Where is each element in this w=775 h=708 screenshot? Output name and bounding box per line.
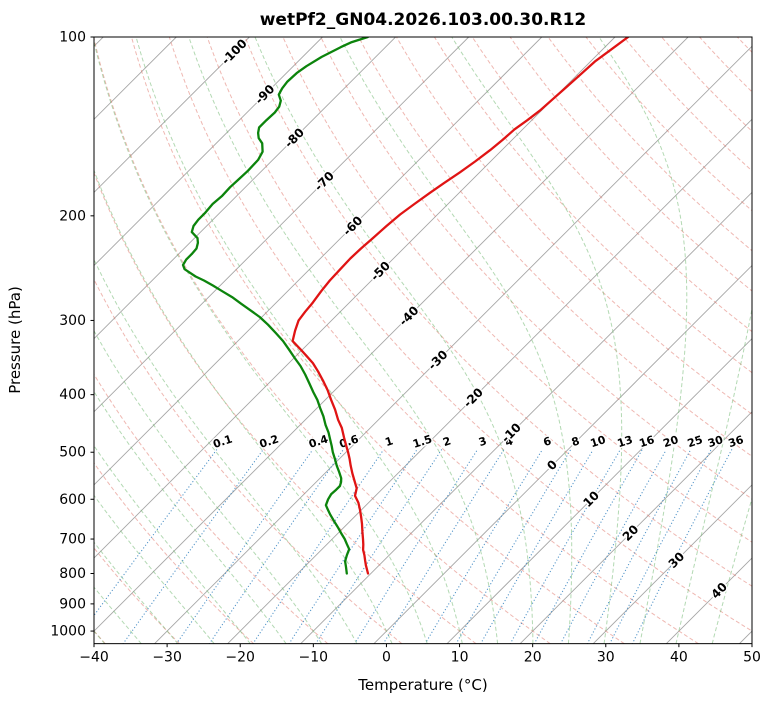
dry-adiabat-line	[94, 373, 329, 644]
isotherm-line	[154, 45, 752, 644]
isotherm-line	[592, 484, 752, 644]
y-tick-label: 100	[59, 29, 86, 45]
isotherm-line	[227, 118, 752, 644]
dry-adiabat-line	[282, 37, 752, 543]
moist-adiabat-line	[598, 37, 688, 644]
mixing-ratio-line	[94, 449, 218, 617]
x-tick-label: −40	[79, 650, 109, 666]
mixing-ratio-label: 13	[616, 433, 635, 450]
y-tick-label: 900	[59, 596, 86, 612]
mixing-ratio-line	[560, 449, 667, 644]
x-tick-label: −20	[225, 650, 255, 666]
dry-adiabat-line	[131, 37, 625, 644]
moist-adiabat-line	[675, 306, 752, 644]
dry-adiabat-line	[94, 171, 477, 644]
axes: −40 −30 −20 −10 0 10 20 30 40 50 100 200 300 400 500 60…	[50, 29, 761, 665]
isotherm-line	[94, 37, 470, 413]
isotherm-line	[94, 37, 323, 267]
x-tick-label: 40	[670, 650, 688, 666]
isotherm-line	[94, 37, 396, 340]
mixing-ratio-line	[175, 449, 314, 644]
mixing-ratio-line	[480, 449, 594, 644]
mixing-ratio-line	[509, 449, 621, 644]
mixing-ratio-line	[315, 449, 443, 644]
chart-title: wetPf2_GN04.2026.103.00.30.R12	[260, 10, 587, 30]
mixing-ratio-line	[122, 449, 264, 644]
isotherm-line	[373, 264, 752, 644]
y-tick-label: 600	[59, 492, 86, 508]
mixing-ratio-line	[586, 449, 692, 644]
mixing-ratio-label: 10	[589, 433, 608, 450]
isotherm-line	[446, 338, 752, 644]
y-axis-label: Pressure (hPa)	[6, 286, 24, 394]
moist-adiabat-line	[94, 444, 251, 644]
isotherm-line	[94, 37, 616, 559]
y-tick-label: 800	[59, 566, 86, 582]
mixing-ratio-label: 25	[686, 433, 705, 450]
mixing-ratio-label: 16	[638, 433, 657, 450]
y-tick-label: 200	[59, 208, 86, 224]
mixing-ratio-label: 30	[706, 433, 725, 450]
y-tick-label: 400	[59, 387, 86, 403]
moist-adiabat-line	[451, 37, 623, 644]
y-tick-label: 500	[59, 445, 86, 461]
moist-adiabat-line	[188, 37, 499, 644]
mixing-ratio-label: 20	[662, 433, 681, 450]
dry-adiabat-line	[94, 278, 403, 644]
x-tick-label: −30	[152, 650, 182, 666]
dry-adiabat-line	[94, 37, 551, 644]
x-tick-label: 50	[743, 650, 761, 666]
x-axis-label: Temperature (°C)	[357, 676, 487, 694]
dry-adiabat-line	[168, 37, 699, 644]
isotherm-line	[94, 37, 250, 194]
mixing-ratio-label: 36	[727, 433, 746, 450]
mixing-ratio-line	[288, 449, 418, 644]
dry-adiabat-line	[509, 37, 752, 292]
y-tick-label: 300	[59, 313, 86, 329]
x-tick-label: −10	[299, 650, 329, 666]
moist-adiabat-line	[94, 39, 428, 644]
x-tick-label: 10	[451, 650, 469, 666]
x-tick-label: 30	[597, 650, 615, 666]
mixing-ratio-line	[354, 449, 479, 644]
x-tick-label: 0	[382, 650, 391, 666]
mixing-ratio-line	[424, 449, 543, 644]
isotherm-line	[519, 411, 752, 644]
temperature-profile-line	[291, 37, 630, 575]
mixing-ratio-line	[609, 449, 712, 644]
mixing-ratio-line	[631, 449, 733, 644]
moist-adiabat-line	[339, 37, 573, 644]
plot-background-lines	[94, 37, 752, 644]
moist-adiabat-line	[94, 168, 393, 644]
dry-adiabat-line	[396, 37, 752, 415]
moist-adiabat-line	[94, 390, 287, 644]
moist-adiabat-line	[711, 496, 752, 644]
y-tick-label: 700	[59, 531, 86, 547]
mixing-ratio-line	[455, 449, 572, 644]
isotherm-line	[300, 191, 752, 644]
moist-adiabat-line	[94, 258, 358, 644]
moist-adiabat-line	[94, 329, 323, 644]
dry-adiabat-line	[206, 37, 752, 632]
mixing-ratio-line	[208, 449, 344, 644]
plot-border	[93, 36, 753, 645]
mixing-ratio-line	[533, 449, 643, 644]
isotherm-line	[94, 37, 689, 632]
profile-lines	[181, 37, 630, 575]
dry-adiabat-line	[471, 37, 752, 333]
dewpoint-profile-line	[181, 37, 369, 575]
mixing-ratio-line	[252, 449, 385, 644]
y-tick-label: 1000	[50, 624, 86, 640]
x-tick-label: 20	[524, 650, 542, 666]
moist-adiabat-line	[94, 494, 215, 644]
dry-adiabat-line	[547, 37, 752, 252]
moist-adiabat-line	[135, 37, 463, 644]
isotherm-line	[94, 37, 543, 486]
dry-adiabat-line	[244, 37, 752, 587]
